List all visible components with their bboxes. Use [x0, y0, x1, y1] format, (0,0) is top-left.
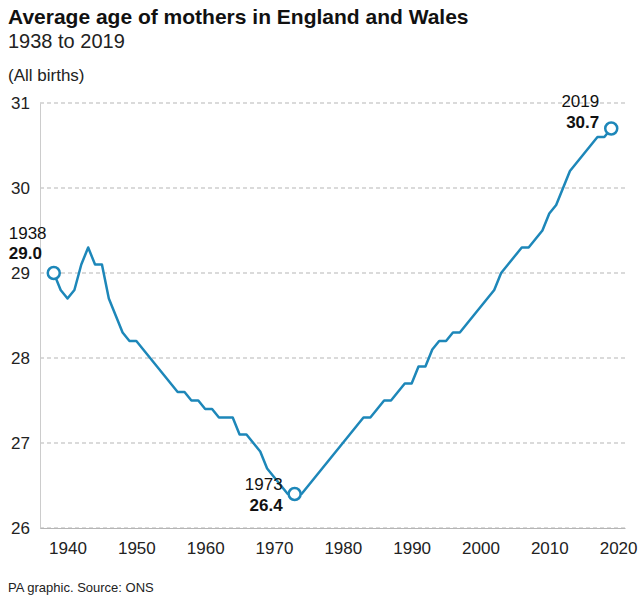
source: PA graphic. Source: ONS	[8, 580, 154, 595]
x-axis-line	[41, 528, 626, 529]
y-tick-label: 28	[11, 349, 30, 368]
annotation-marker	[48, 267, 60, 279]
x-tick-label: 1940	[49, 539, 87, 558]
y-axis-label: (All births)	[8, 66, 85, 85]
y-tick: 27	[11, 434, 40, 453]
x-tick-label: 1950	[118, 539, 156, 558]
annotation-marker	[605, 123, 617, 135]
x-tick: 1980	[324, 528, 362, 558]
title: Average age of mothers in England and Wa…	[8, 5, 469, 28]
y-tick: 29	[11, 264, 40, 283]
grid-line	[40, 358, 625, 359]
x-tick: 1970	[256, 528, 294, 558]
grid-line	[40, 443, 625, 444]
grid-line	[40, 103, 625, 104]
y-tick-label: 27	[11, 434, 30, 453]
annotation-value: 30.7	[566, 113, 599, 132]
y-tick: 30	[11, 179, 40, 198]
x-tick-label: 1990	[393, 539, 431, 558]
grid	[40, 103, 625, 528]
x-tick-label: 1970	[256, 539, 294, 558]
plot-area	[48, 123, 617, 501]
grid-line	[40, 528, 625, 529]
annotation-value: 29.0	[9, 244, 42, 263]
annotation-label: 1973	[245, 475, 283, 494]
x-tick-label: 1980	[324, 539, 362, 558]
x-tick-label: 1960	[187, 539, 225, 558]
x-axis: 1940 1950 1960 1970 1980 1990 2000 2010 2020	[41, 528, 638, 558]
y-tick-label: 29	[11, 264, 30, 283]
annotations: 193829.0 1973 26.4 2019 30.7	[9, 92, 599, 516]
data-line	[54, 129, 611, 495]
grid-line	[40, 188, 625, 189]
chart: Average age of mothers in England and Wa…	[0, 0, 640, 601]
x-tick: 1990	[393, 528, 431, 558]
y-tick-label: 26	[11, 519, 30, 538]
x-tick-label: 2020	[600, 539, 638, 558]
y-axis: 26 27 28 29 30 31	[11, 94, 40, 538]
annotation-label: 1938	[9, 224, 47, 243]
annotation-value: 26.4	[250, 496, 284, 515]
annotation-label: 2019	[561, 92, 599, 111]
y-tick: 28	[11, 349, 40, 368]
y-tick-label: 30	[11, 179, 30, 198]
x-tick: 1960	[187, 528, 225, 558]
y-tick: 26	[11, 519, 40, 538]
x-tick: 1950	[118, 528, 156, 558]
y-axis-line	[40, 104, 41, 529]
x-tick: 2020	[600, 528, 638, 558]
grid-line	[40, 273, 625, 274]
y-tick-label: 31	[11, 94, 30, 113]
x-tick: 1940	[49, 528, 87, 558]
x-tick-label: 2000	[462, 539, 500, 558]
x-tick: 2010	[531, 528, 569, 558]
y-tick: 31	[11, 94, 40, 113]
annotation-marker	[289, 488, 301, 500]
x-tick-label: 2010	[531, 539, 569, 558]
subtitle: 1938 to 2019	[8, 30, 125, 52]
x-tick: 2000	[462, 528, 500, 558]
